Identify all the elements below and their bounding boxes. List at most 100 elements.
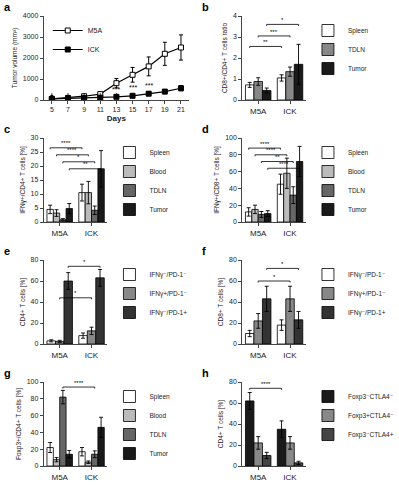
svg-text:25: 25 <box>31 148 39 155</box>
svg-text:ICK: ICK <box>88 46 100 53</box>
svg-text:0: 0 <box>34 218 38 225</box>
svg-text:IFNγ⁻/PD-1⁻: IFNγ⁻/PD-1⁻ <box>149 271 186 279</box>
svg-text:*: * <box>281 17 284 23</box>
svg-text:****: **** <box>279 161 289 167</box>
svg-text:2: 2 <box>233 54 237 61</box>
svg-text:15: 15 <box>31 176 39 183</box>
svg-text:Blood: Blood <box>348 168 365 175</box>
svg-text:Tumor: Tumor <box>348 65 367 72</box>
svg-text:20: 20 <box>31 162 39 169</box>
svg-text:60: 60 <box>31 277 39 284</box>
svg-text:5: 5 <box>50 106 54 113</box>
svg-text:7: 7 <box>66 106 70 113</box>
svg-text:13: 13 <box>113 106 121 113</box>
svg-text:**: ** <box>83 161 88 167</box>
svg-text:Blood: Blood <box>149 412 166 419</box>
svg-text:**: ** <box>263 39 268 45</box>
svg-text:Tumor: Tumor <box>348 206 367 213</box>
svg-text:f: f <box>202 245 206 257</box>
svg-text:100: 100 <box>225 134 237 141</box>
svg-text:40: 40 <box>229 298 237 305</box>
svg-text:a: a <box>4 1 11 13</box>
svg-text:40: 40 <box>31 298 39 305</box>
svg-text:3000: 3000 <box>23 33 39 40</box>
svg-text:60: 60 <box>229 399 237 406</box>
svg-text:60: 60 <box>229 168 237 175</box>
svg-text:4: 4 <box>233 12 237 19</box>
svg-text:80: 80 <box>31 256 39 263</box>
svg-text:e: e <box>4 245 10 257</box>
svg-text:60: 60 <box>31 412 39 419</box>
svg-text:h: h <box>202 367 209 379</box>
svg-text:30: 30 <box>31 134 39 141</box>
svg-text:*: * <box>273 274 276 280</box>
svg-text:IFNγ+/PD-1⁻: IFNγ+/PD-1⁻ <box>149 290 187 298</box>
svg-text:M5A: M5A <box>250 351 267 360</box>
svg-text:1000: 1000 <box>23 75 39 82</box>
svg-text:****: **** <box>61 140 71 146</box>
svg-text:0: 0 <box>233 218 237 225</box>
svg-text:80: 80 <box>31 395 39 402</box>
svg-text:20: 20 <box>229 319 237 326</box>
svg-text:80: 80 <box>229 378 237 385</box>
svg-text:17: 17 <box>145 106 153 113</box>
svg-text:TDLN: TDLN <box>348 187 365 194</box>
svg-text:M5A: M5A <box>51 229 68 238</box>
svg-text:***: *** <box>129 84 137 91</box>
svg-text:Tumor: Tumor <box>149 450 168 457</box>
svg-text:M5A: M5A <box>51 351 68 360</box>
svg-text:100: 100 <box>27 378 39 385</box>
svg-text:**: ** <box>275 154 280 160</box>
svg-text:Foxp3⁻CTLA4⁻: Foxp3⁻CTLA4⁻ <box>348 393 393 401</box>
svg-text:80: 80 <box>229 151 237 158</box>
svg-text:M5A: M5A <box>250 229 267 238</box>
svg-text:0: 0 <box>233 462 237 469</box>
svg-text:c: c <box>4 123 10 135</box>
svg-text:TDLN: TDLN <box>149 187 166 194</box>
svg-text:ICK: ICK <box>85 351 99 360</box>
svg-text:40: 40 <box>229 420 237 427</box>
svg-text:2000: 2000 <box>23 54 39 61</box>
svg-text:*: * <box>77 154 80 160</box>
svg-text:20: 20 <box>31 319 39 326</box>
svg-text:*: * <box>281 261 284 267</box>
svg-text:M5A: M5A <box>250 473 267 482</box>
svg-text:21: 21 <box>177 106 185 113</box>
svg-text:****: **** <box>67 147 77 153</box>
svg-text:Spleen: Spleen <box>149 149 170 157</box>
svg-text:1: 1 <box>233 75 237 82</box>
svg-text:****: **** <box>261 381 271 387</box>
svg-text:Spleen: Spleen <box>149 393 170 401</box>
svg-text:d: d <box>202 123 209 135</box>
svg-text:ICK: ICK <box>85 473 99 482</box>
svg-text:Foxp3⁻CTLA4+: Foxp3⁻CTLA4+ <box>348 431 394 439</box>
svg-text:20: 20 <box>229 441 237 448</box>
svg-text:*: * <box>83 259 86 265</box>
svg-text:Tumor: Tumor <box>149 206 168 213</box>
svg-text:ICK: ICK <box>283 351 297 360</box>
svg-text:4000: 4000 <box>23 12 39 19</box>
svg-text:IFNγ+/CD8+ T cells [%]: IFNγ+/CD8+ T cells [%] <box>213 146 221 214</box>
svg-text:19: 19 <box>161 106 169 113</box>
svg-text:****: **** <box>260 141 270 147</box>
svg-text:ICK: ICK <box>283 107 297 116</box>
svg-text:3: 3 <box>233 33 237 40</box>
svg-text:0: 0 <box>34 462 38 469</box>
svg-text:M5A: M5A <box>51 473 68 482</box>
svg-text:IFNγ⁻/PD-1+: IFNγ⁻/PD-1+ <box>149 309 187 317</box>
svg-text:M5A: M5A <box>250 107 267 116</box>
svg-text:***: *** <box>112 86 120 93</box>
svg-text:IFNγ⁻/PD-1+: IFNγ⁻/PD-1+ <box>348 309 386 317</box>
svg-text:40: 40 <box>31 429 39 436</box>
svg-text:****: **** <box>74 380 84 386</box>
svg-text:0: 0 <box>34 340 38 347</box>
svg-text:b: b <box>202 1 209 13</box>
svg-text:Tumor volume (mm³): Tumor volume (mm³) <box>11 28 19 88</box>
svg-text:TDLN: TDLN <box>149 431 166 438</box>
svg-text:5: 5 <box>34 204 38 211</box>
svg-text:10: 10 <box>31 190 39 197</box>
svg-text:ICK: ICK <box>283 473 297 482</box>
svg-text:80: 80 <box>229 256 237 263</box>
svg-text:CD8+/CD4+ T cells ratio: CD8+/CD4+ T cells ratio <box>221 23 228 94</box>
svg-text:CD8+ T cells [%]: CD8+ T cells [%] <box>217 278 225 327</box>
